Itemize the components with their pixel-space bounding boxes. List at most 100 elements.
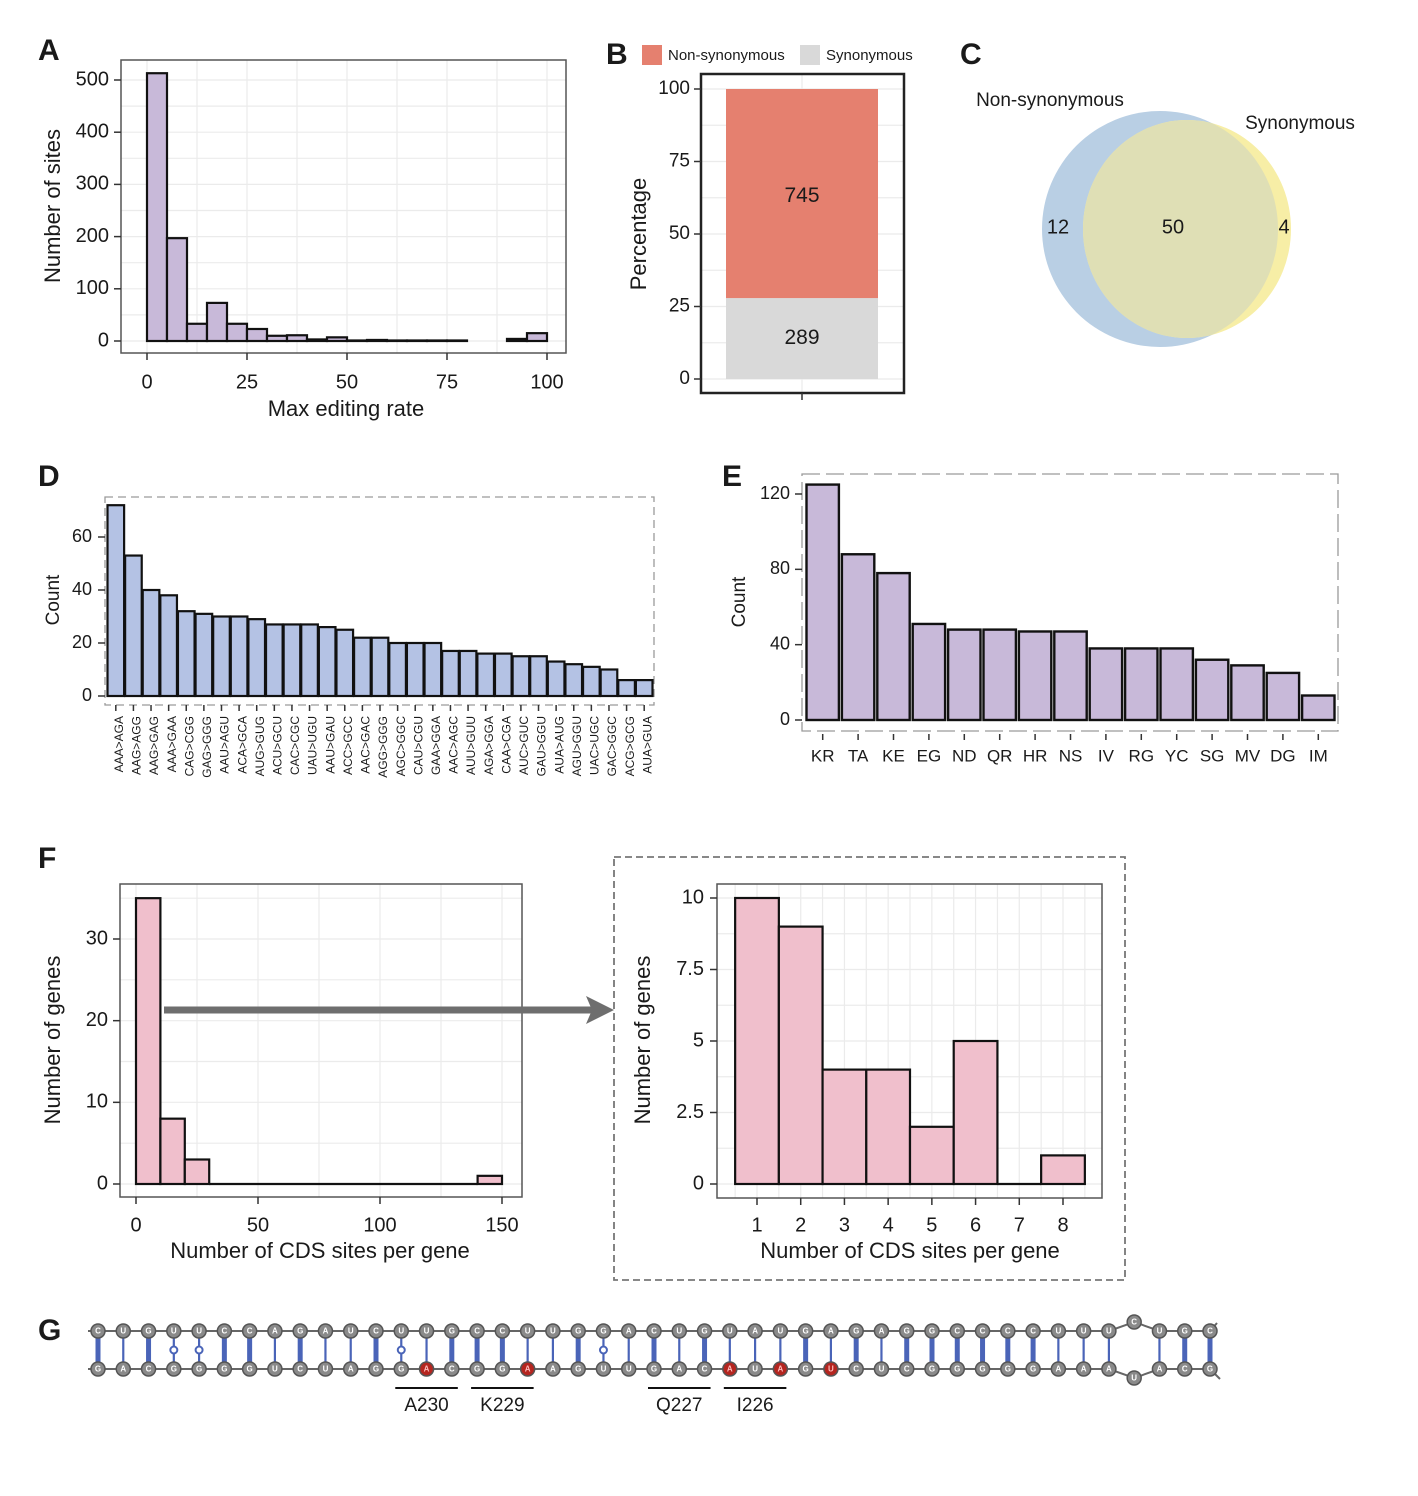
bar <box>805 483 841 722</box>
histogram-bar <box>952 1039 999 1186</box>
nucleotide-top-letter: G <box>803 1327 809 1336</box>
y-axis-label: Count <box>729 576 750 627</box>
legend-label-non-synonymous: Non-synonymous <box>668 47 785 64</box>
bar <box>317 625 337 698</box>
x-tick-label: NS <box>1059 746 1083 765</box>
y-tick-label: 10 <box>682 886 704 908</box>
nucleotide-bottom <box>1126 1370 1142 1386</box>
x-tick-label: 5 <box>926 1214 937 1236</box>
edited-adenosine-letter: U <box>828 1365 834 1374</box>
bar <box>1088 647 1124 722</box>
x-tick-label: 150 <box>485 1214 518 1236</box>
y-tick-label: 7.5 <box>676 958 704 980</box>
y-axis-label: Number of sites <box>40 129 65 283</box>
nucleotide-top-letter: U <box>196 1327 202 1336</box>
nucleotide-top-letter: A <box>626 1327 632 1336</box>
bar <box>511 655 531 698</box>
histogram-bar <box>777 925 824 1186</box>
bar <box>1053 630 1088 722</box>
nucleotide-top-letter: A <box>323 1327 329 1336</box>
x-tick-label: YC <box>1165 746 1189 765</box>
x-tick-label: ND <box>952 746 977 765</box>
nucleotide-top <box>898 1323 915 1339</box>
nucleotide-top <box>1176 1323 1193 1339</box>
bar <box>458 649 478 698</box>
nucleotide-bottom-letter: G <box>979 1365 985 1374</box>
nucleotide-bottom <box>747 1361 763 1377</box>
nucleotide-top <box>140 1323 157 1339</box>
bar <box>106 504 126 698</box>
histogram-bar <box>405 339 429 343</box>
histogram-bar <box>205 301 229 343</box>
nucleotide-top <box>949 1323 966 1339</box>
nucleotide-bottom <box>646 1361 662 1377</box>
plot-border <box>119 883 523 1198</box>
x-tick-label: GAU>GGU <box>535 716 549 776</box>
x-tick-label: GAG>GGG <box>200 716 214 778</box>
nucleotide-bottom-letter: A <box>120 1365 126 1374</box>
edited-adenosine-letter: A <box>525 1365 531 1374</box>
y-tick-label: 60 <box>72 526 92 546</box>
bar <box>546 660 566 698</box>
x-tick-label: 6 <box>970 1214 981 1236</box>
codon-label: A230 <box>404 1395 448 1416</box>
y-tick-label: 200 <box>76 225 109 247</box>
wobble-pair-marker <box>169 1345 179 1355</box>
nucleotide-top-letter: G <box>297 1327 303 1336</box>
nucleotide-top <box>494 1323 511 1339</box>
histogram-bar <box>525 332 549 343</box>
nucleotide-top <box>848 1323 864 1339</box>
bar <box>1265 671 1301 722</box>
nucleotide-bottom-letter: G <box>954 1365 960 1374</box>
y-tick-label: 80 <box>770 558 790 578</box>
nucleotide-top-letter: G <box>853 1327 859 1336</box>
bar <box>581 665 601 698</box>
y-axis-label: Number of genes <box>40 956 65 1125</box>
nucleotide-bottom-letter: G <box>1207 1365 1213 1374</box>
nucleotide-top <box>772 1323 789 1339</box>
x-tick-label: DG <box>1270 746 1296 765</box>
nucleotide-bottom <box>873 1361 890 1377</box>
nucleotide-bottom-letter: A <box>348 1365 354 1374</box>
nucleotide-top <box>797 1323 814 1339</box>
x-axis-label: Number of CDS sites per gene <box>760 1238 1060 1263</box>
nucleotide-bottom <box>1101 1361 1117 1377</box>
histogram-bar <box>476 1174 504 1186</box>
nucleotide-top <box>974 1323 991 1339</box>
x-tick-label: AGC>GGC <box>394 716 408 777</box>
histogram-bar <box>865 1068 912 1186</box>
nucleotide-bottom-letter: U <box>323 1365 329 1374</box>
nucleotide-top-letter: U <box>1081 1327 1087 1336</box>
nucleotide-top-letter: G <box>1182 1327 1188 1336</box>
nucleotide-top <box>696 1323 713 1339</box>
nucleotide-bottom <box>342 1361 359 1377</box>
chart-b: 289 745 0 25 50 75 100 Percentage Non-synonymous… <box>626 45 913 400</box>
nucleotide-top <box>317 1323 334 1339</box>
nucleotide-top <box>1202 1323 1218 1339</box>
edited-adenosine <box>418 1361 435 1377</box>
y-tick-label: 0 <box>98 329 109 351</box>
x-tick-label: AAC>AGC <box>447 716 461 774</box>
x-tick-label: KR <box>811 746 835 765</box>
nucleotide-top <box>90 1323 106 1339</box>
panel-label-a: A <box>38 34 60 67</box>
y-tick-label: 0 <box>780 709 790 729</box>
nucleotide-bottom-letter: G <box>474 1365 480 1374</box>
nucleotide-top-letter: C <box>980 1327 986 1336</box>
legend-swatch-synonymous <box>800 45 820 65</box>
bar <box>493 652 513 698</box>
x-tick-label: AAC>GAC <box>359 716 373 774</box>
nucleotide-bottom <box>317 1361 334 1377</box>
nucleotide-bottom <box>1075 1361 1092 1377</box>
nucleotide-bottom-letter: A <box>676 1365 682 1374</box>
x-tick-label: 7 <box>1014 1214 1025 1236</box>
nucleotide-top-letter: U <box>1157 1327 1163 1336</box>
histogram-bar <box>365 338 389 343</box>
chart-e: KR TA KE EG ND QR HR NS IV RG YC SG MV DG IM 0 40 80 120 Co… <box>729 473 1339 765</box>
nucleotide-bottom <box>494 1361 511 1377</box>
y-tick-label: 100 <box>658 78 690 99</box>
nucleotide-top-letter: U <box>1106 1327 1112 1336</box>
nucleotide-top-letter: U <box>171 1327 177 1336</box>
histogram-bar <box>505 337 529 343</box>
